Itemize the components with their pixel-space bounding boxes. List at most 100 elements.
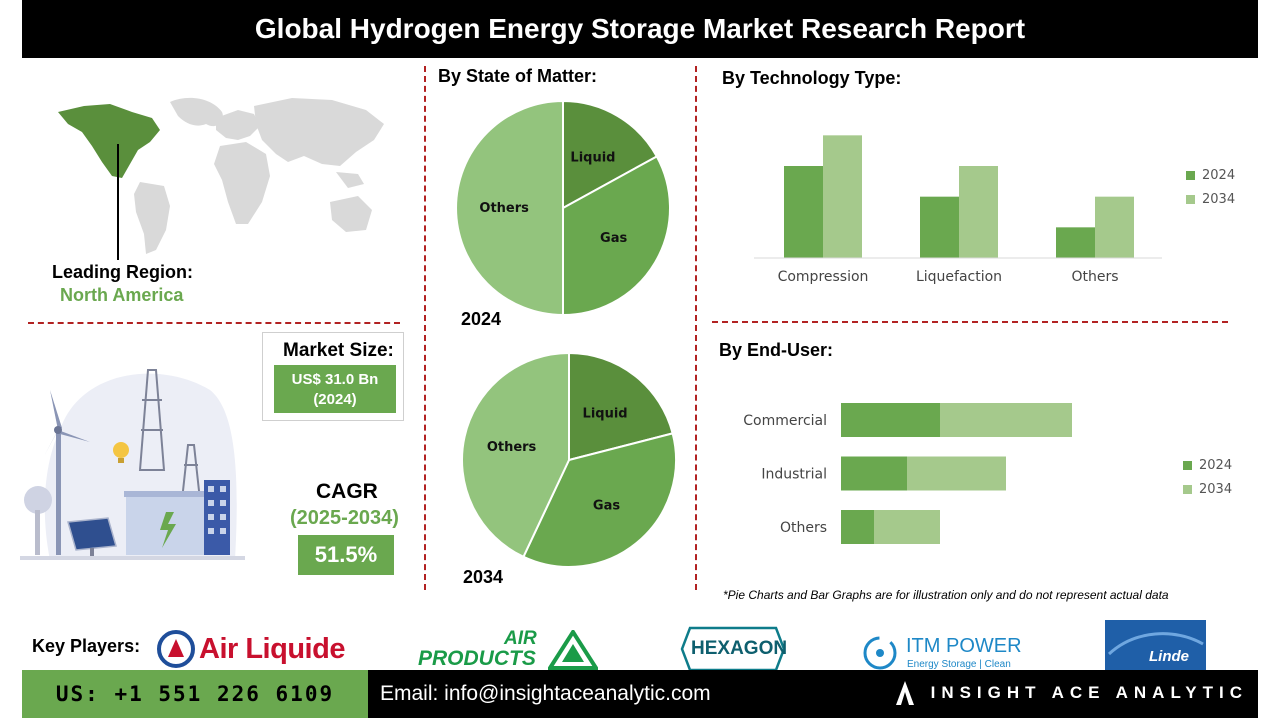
pie-slice-label: Gas xyxy=(593,498,620,513)
market-size-value: US$ 31.0 Bn xyxy=(291,371,379,388)
end-user-bar-others-2034 xyxy=(874,510,940,544)
asia-shape xyxy=(254,98,384,166)
end-user-bar-industrial-2034 xyxy=(907,456,1006,491)
end-user-title: By End-User: xyxy=(719,340,834,360)
hexagon-wordmark: HEXAGON xyxy=(691,638,788,659)
pie-2024-year: 2024 xyxy=(461,309,502,329)
technology-legend-label-2034: 2034 xyxy=(1202,192,1236,207)
linde-wordmark: Linde xyxy=(1149,648,1189,665)
world-map xyxy=(58,97,384,254)
end-user-legend-label-2024: 2024 xyxy=(1199,458,1233,473)
pie-slice-label: Others xyxy=(487,440,537,455)
divider-right xyxy=(712,321,1228,323)
air-products-triangle-icon xyxy=(548,630,598,670)
end-user-legend-item: 2034 xyxy=(1183,482,1232,497)
air-liquide-emblem-icon xyxy=(157,630,195,668)
pie-2034-year: 2034 xyxy=(463,567,504,587)
air-products-logo: AIR PRODUCTS xyxy=(418,628,603,672)
end-user-bar-industrial-2024 xyxy=(841,456,907,491)
technology-legend-label-2024: 2024 xyxy=(1202,168,1236,183)
technology-category-label: Compression xyxy=(778,269,869,285)
end-user-legend-swatch-2024 xyxy=(1183,461,1192,470)
end-user-category-label: Others xyxy=(780,520,827,536)
pie-chart-2024: Liquid Gas Others xyxy=(455,99,671,317)
europe-shape xyxy=(216,110,260,140)
technology-legend-swatch-2034 xyxy=(1186,195,1195,204)
air-products-wordmark-top: AIR xyxy=(504,628,537,649)
pie-slice-liquid xyxy=(568,351,674,462)
market-size-box: US$ 31.0 Bn (2024) xyxy=(274,365,396,413)
africa-shape xyxy=(214,142,270,224)
cagr-value: 51.5% xyxy=(298,535,394,575)
air-liquide-logo: Air Liquide xyxy=(156,628,366,670)
end-user-bar-others-2024 xyxy=(841,510,874,544)
disclaimer-note: *Pie Charts and Bar Graphs are for illus… xyxy=(723,588,1169,602)
technology-title: By Technology Type: xyxy=(722,68,902,88)
south-america-shape xyxy=(134,182,170,254)
cagr-period: (2025-2034) xyxy=(290,507,399,529)
hexagon-logo: HEXAGON xyxy=(680,626,790,672)
technology-legend: 2024 2034 xyxy=(1186,168,1235,207)
brand-name: INSIGHT ACE ANALYTIC xyxy=(930,683,1248,702)
market-size-label: Market Size: xyxy=(283,340,394,361)
air-liquide-wordmark: Air Liquide xyxy=(199,632,345,665)
technology-bar-liquefaction-2034 xyxy=(959,166,998,258)
pie-slice-gas xyxy=(562,155,671,317)
brand-a-icon xyxy=(895,681,914,705)
itm-power-logo: ITM POWER Energy Storage | Clean Fuel xyxy=(862,633,1032,681)
pie-slice-label: Liquid xyxy=(583,406,628,421)
pie-slice-label: Gas xyxy=(600,231,627,246)
pie-slice-others xyxy=(461,351,570,559)
linde-swoosh-icon xyxy=(1107,632,1204,656)
technology-bar-chart: Compression Liquefaction Others xyxy=(754,135,1162,285)
technology-legend-item: 2034 xyxy=(1186,192,1235,207)
pie-slice-others xyxy=(455,99,564,317)
region-pointer-line xyxy=(117,144,119,260)
end-user-legend-swatch-2034 xyxy=(1183,485,1192,494)
leading-region-value: North America xyxy=(60,285,184,305)
cagr-label: CAGR xyxy=(316,480,378,503)
australia-shape xyxy=(330,196,372,232)
divider-vertical-right xyxy=(695,66,697,590)
divider-vertical-left xyxy=(424,66,426,590)
pie-chart-2034: Liquid Gas Others xyxy=(461,351,677,568)
itm-power-circle-icon xyxy=(863,636,897,670)
technology-category-label: Liquefaction xyxy=(916,269,1002,285)
email-address: Email: info@insightaceanalytic.com xyxy=(380,682,711,705)
technology-category-label: Others xyxy=(1071,269,1118,285)
end-user-legend: 2024 2034 xyxy=(1183,458,1232,497)
divider-left xyxy=(28,322,400,324)
page-title: Global Hydrogen Energy Storage Market Re… xyxy=(22,0,1258,58)
north-america-shape xyxy=(58,104,160,178)
end-user-legend-item: 2024 xyxy=(1183,458,1232,473)
end-user-bar-chart: Commercial Industrial Others xyxy=(743,403,1072,544)
technology-bar-others-2024 xyxy=(1056,227,1095,258)
key-players-label: Key Players: xyxy=(32,636,141,656)
leading-region-label: Leading Region: xyxy=(52,262,193,282)
air-products-wordmark-bottom: PRODUCTS xyxy=(418,647,536,670)
pie-slice-label: Others xyxy=(479,201,529,216)
end-user-bar-commercial-2024 xyxy=(841,403,940,437)
footer-bar: Email: info@insightaceanalytic.com INSIG… xyxy=(368,670,1258,718)
state-of-matter-title: By State of Matter: xyxy=(438,66,598,86)
end-user-category-label: Commercial xyxy=(743,413,827,429)
technology-bar-others-2034 xyxy=(1095,196,1134,258)
end-user-bar-commercial-2034 xyxy=(940,403,1072,437)
itm-power-wordmark: ITM POWER xyxy=(906,635,1022,657)
market-size-card: Market Size: US$ 31.0 Bn (2024) xyxy=(262,332,404,421)
technology-bar-compression-2034 xyxy=(823,135,862,258)
phone-number: US: +1 551 226 6109 xyxy=(22,670,368,718)
pie-slice-label: Liquid xyxy=(570,150,615,165)
technology-bar-liquefaction-2024 xyxy=(920,196,959,258)
pie-slice-liquid xyxy=(562,99,659,210)
market-size-year: (2024) xyxy=(313,391,357,408)
greenland-shape xyxy=(170,97,223,127)
pie-slice-gas xyxy=(522,432,677,568)
brand-logo: INSIGHT ACE ANALYTIC xyxy=(895,680,1248,706)
technology-legend-item: 2024 xyxy=(1186,168,1235,183)
indonesia-shape xyxy=(336,172,364,188)
end-user-legend-label-2034: 2034 xyxy=(1199,482,1233,497)
technology-bar-compression-2024 xyxy=(784,166,823,258)
end-user-category-label: Industrial xyxy=(761,467,827,483)
technology-legend-swatch-2024 xyxy=(1186,171,1195,180)
